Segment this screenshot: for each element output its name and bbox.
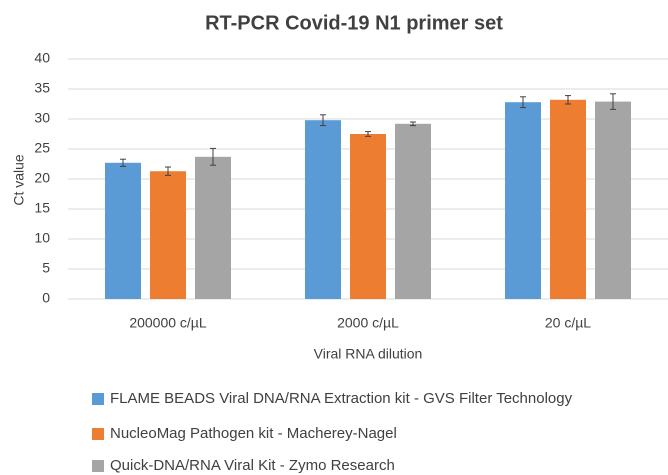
legend-label: FLAME BEADS Viral DNA/RNA Extraction kit… bbox=[110, 390, 573, 407]
legend-swatch bbox=[92, 428, 104, 440]
error-bar bbox=[610, 93, 616, 110]
x-tick-label: 20 c/µL bbox=[545, 315, 591, 331]
y-tick-label: 35 bbox=[34, 80, 50, 96]
bar bbox=[195, 156, 231, 299]
y-tick-label: 5 bbox=[42, 260, 50, 276]
chart-title: RT-PCR Covid-19 N1 primer set bbox=[205, 12, 503, 34]
x-tick-label: 200000 c/µL bbox=[129, 315, 207, 331]
bar bbox=[305, 120, 341, 299]
error-bar bbox=[410, 121, 416, 127]
bar bbox=[150, 171, 186, 299]
bar bbox=[105, 162, 141, 299]
error-bar bbox=[565, 95, 571, 105]
error-bar bbox=[320, 114, 326, 127]
y-axis-label: Ct value bbox=[11, 154, 27, 206]
y-tick-label: 10 bbox=[34, 230, 50, 246]
y-tick-label: 40 bbox=[34, 50, 50, 66]
error-bar bbox=[520, 96, 526, 109]
y-tick-label: 15 bbox=[34, 200, 50, 216]
legend-swatch bbox=[92, 393, 104, 405]
error-bar bbox=[210, 147, 216, 166]
bar bbox=[505, 102, 541, 299]
bar bbox=[595, 101, 631, 299]
legend-label: Quick-DNA/RNA Viral Kit - Zymo Research bbox=[110, 457, 395, 474]
error-bar bbox=[165, 166, 171, 176]
error-bar bbox=[120, 158, 126, 167]
bar bbox=[350, 134, 386, 299]
y-tick-label: 25 bbox=[34, 140, 50, 156]
y-tick-label: 30 bbox=[34, 110, 50, 126]
bar bbox=[395, 123, 431, 299]
y-tick-label: 0 bbox=[42, 290, 50, 306]
y-tick-label: 20 bbox=[34, 170, 50, 186]
x-tick-label: 2000 c/µL bbox=[337, 315, 399, 331]
legend-swatch bbox=[92, 460, 104, 472]
legend-label: NucleoMag Pathogen kit - Macherey-Nagel bbox=[110, 425, 397, 442]
error-bar bbox=[365, 131, 371, 137]
bar bbox=[550, 99, 586, 299]
x-axis-label: Viral RNA dilution bbox=[314, 346, 423, 362]
